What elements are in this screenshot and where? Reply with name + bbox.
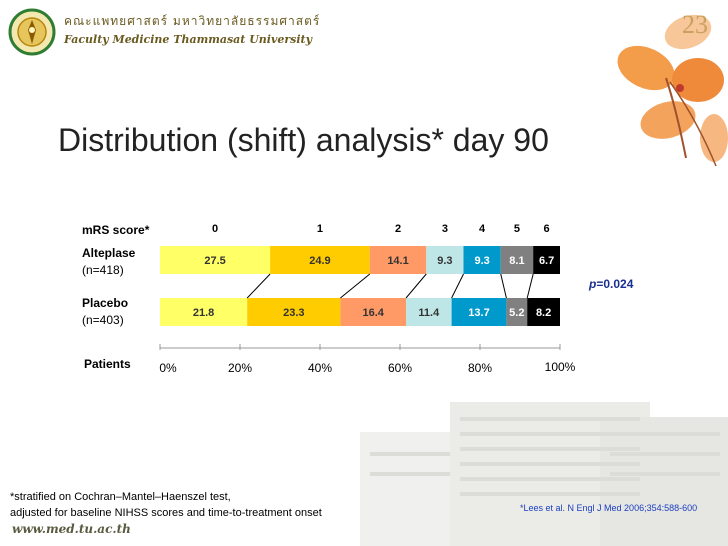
data-label-placebo-3: 11.4 (418, 307, 440, 319)
header-english-text: Faculty Medicine Thammasat University (64, 33, 313, 46)
bar-segment-alteplase-6 (533, 246, 560, 274)
shift-connector-line (451, 273, 464, 299)
building-background-image (360, 402, 728, 546)
shift-connector-line (246, 273, 271, 299)
data-label-placebo-2: 16.4 (362, 307, 384, 319)
data-label-placebo-1: 23.3 (283, 307, 304, 319)
data-label-alteplase-5: 8.1 (509, 255, 524, 267)
x-axis-label: Patients (84, 357, 131, 371)
bar-segment-alteplase-4 (463, 246, 501, 274)
website-url: www.med.tu.ac.th (12, 522, 131, 536)
reference-link[interactable]: *Lees et al. N Engl J Med 2006;354:588-6… (520, 503, 698, 513)
footnote-line-2: adjusted for baseline NIHSS scores and t… (10, 507, 322, 519)
data-label-placebo-6: 8.2 (536, 307, 551, 319)
mrs-score-label: mRS score* (82, 223, 150, 237)
p-value-label: p=0.024 (589, 277, 633, 291)
data-label-alteplase-2: 14.1 (387, 255, 408, 267)
x-tick-label: 60% (388, 361, 412, 375)
shift-connector-line (340, 273, 371, 299)
bar-segment-placebo-1 (247, 298, 341, 326)
header-thai-text: คณะแพทยศาสตร์ มหาวิทยาลัยธรรมศาสตร์ (64, 14, 321, 28)
data-label-placebo-4: 13.7 (468, 307, 489, 319)
x-tick-label: 40% (308, 361, 332, 375)
bar-segment-alteplase-2 (369, 246, 427, 274)
university-seal-logo (8, 8, 56, 56)
data-label-alteplase-3: 9.3 (437, 255, 452, 267)
data-label-alteplase-4: 9.3 (474, 255, 489, 267)
p-value-number: =0.024 (596, 277, 634, 291)
shift-connector-line (526, 273, 534, 299)
bar-segment-alteplase-1 (270, 246, 370, 274)
bar-segment-placebo-2 (340, 298, 406, 326)
mrs-score-0: 0 (212, 223, 218, 235)
data-label-alteplase-1: 24.9 (309, 255, 330, 267)
mrs-score-1: 1 (317, 223, 323, 235)
data-label-placebo-0: 21.8 (193, 307, 214, 319)
footnote: *stratified on Cochran–Mantel–Haenszel t… (10, 489, 322, 521)
flower-decoration (617, 14, 728, 167)
mrs-score-3: 3 (442, 223, 448, 235)
shift-connector-line (405, 273, 427, 299)
row-n-alteplase: (n=418) (82, 263, 124, 277)
bar-segment-alteplase-5 (500, 246, 534, 274)
slide-title: Distribution (shift) analysis* day 90 (58, 122, 549, 158)
data-label-alteplase-6: 6.7 (539, 255, 554, 267)
p-value-italic: p (589, 277, 597, 291)
bar-segment-placebo-4 (451, 298, 507, 326)
mrs-score-6: 6 (544, 223, 550, 235)
bar-segment-placebo-6 (527, 298, 560, 326)
row-n-placebo: (n=403) (82, 313, 124, 327)
slide-number: 23 (682, 10, 708, 39)
data-label-placebo-5: 5.2 (509, 307, 524, 319)
mrs-score-5: 5 (514, 223, 520, 235)
shift-connector-line (500, 273, 507, 299)
bar-segment-alteplase-0 (160, 246, 271, 274)
bar-segment-placebo-5 (506, 298, 528, 326)
bar-segment-placebo-0 (160, 298, 248, 326)
mrs-score-4: 4 (479, 223, 486, 235)
bar-segment-alteplase-3 (426, 246, 464, 274)
x-tick-label: 20% (228, 361, 252, 375)
footnote-line-1: *stratified on Cochran–Mantel–Haenszel t… (10, 491, 231, 503)
x-tick-label: 0% (159, 361, 177, 375)
data-label-alteplase-0: 27.5 (204, 255, 225, 267)
mrs-score-2: 2 (395, 223, 401, 235)
row-label-placebo: Placebo (82, 296, 129, 310)
x-tick-label: 80% (468, 361, 492, 375)
row-label-alteplase: Alteplase (82, 246, 136, 260)
bar-segment-placebo-3 (406, 298, 452, 326)
x-tick-label: 100% (545, 360, 576, 374)
